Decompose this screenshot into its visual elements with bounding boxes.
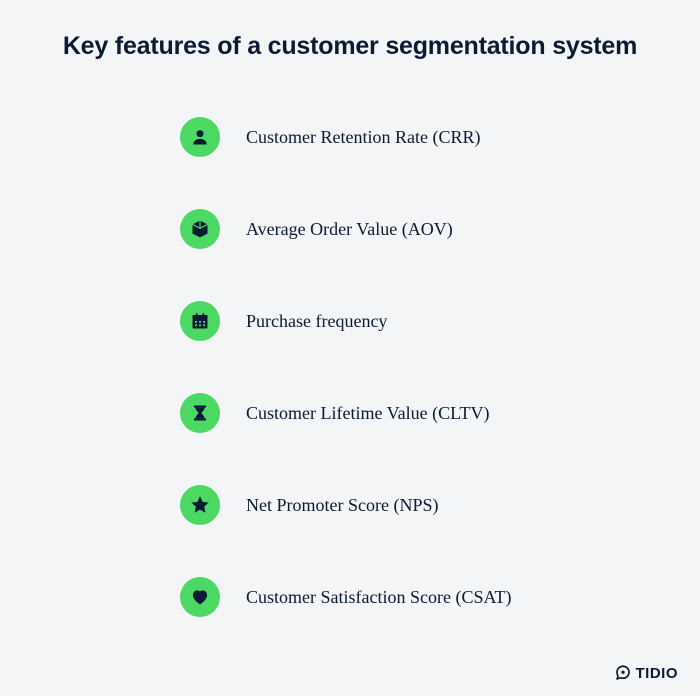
feature-item: Customer Retention Rate (CRR): [180, 115, 600, 159]
feature-label: Customer Retention Rate (CRR): [246, 127, 480, 148]
star-icon: [180, 485, 220, 525]
feature-label: Purchase frequency: [246, 311, 387, 332]
feature-label: Customer Lifetime Value (CLTV): [246, 403, 489, 424]
brand-name: TIDIO: [636, 665, 679, 682]
feature-item: Net Promoter Score (NPS): [180, 483, 600, 527]
feature-item: Average Order Value (AOV): [180, 207, 600, 251]
page-title: Key features of a customer segmentation …: [0, 0, 700, 61]
calendar-icon: [180, 301, 220, 341]
heart-icon: [180, 577, 220, 617]
feature-item: Customer Satisfaction Score (CSAT): [180, 575, 600, 619]
feature-item: Customer Lifetime Value (CLTV): [180, 391, 600, 435]
brand-mark-icon: [614, 664, 632, 682]
feature-label: Average Order Value (AOV): [246, 219, 453, 240]
feature-label: Net Promoter Score (NPS): [246, 495, 438, 516]
feature-item: Purchase frequency: [180, 299, 600, 343]
box-icon: [180, 209, 220, 249]
person-icon: [180, 117, 220, 157]
feature-list: Customer Retention Rate (CRR) Average Or…: [180, 115, 600, 619]
brand-logo: TIDIO: [614, 664, 679, 682]
hourglass-icon: [180, 393, 220, 433]
feature-label: Customer Satisfaction Score (CSAT): [246, 587, 511, 608]
